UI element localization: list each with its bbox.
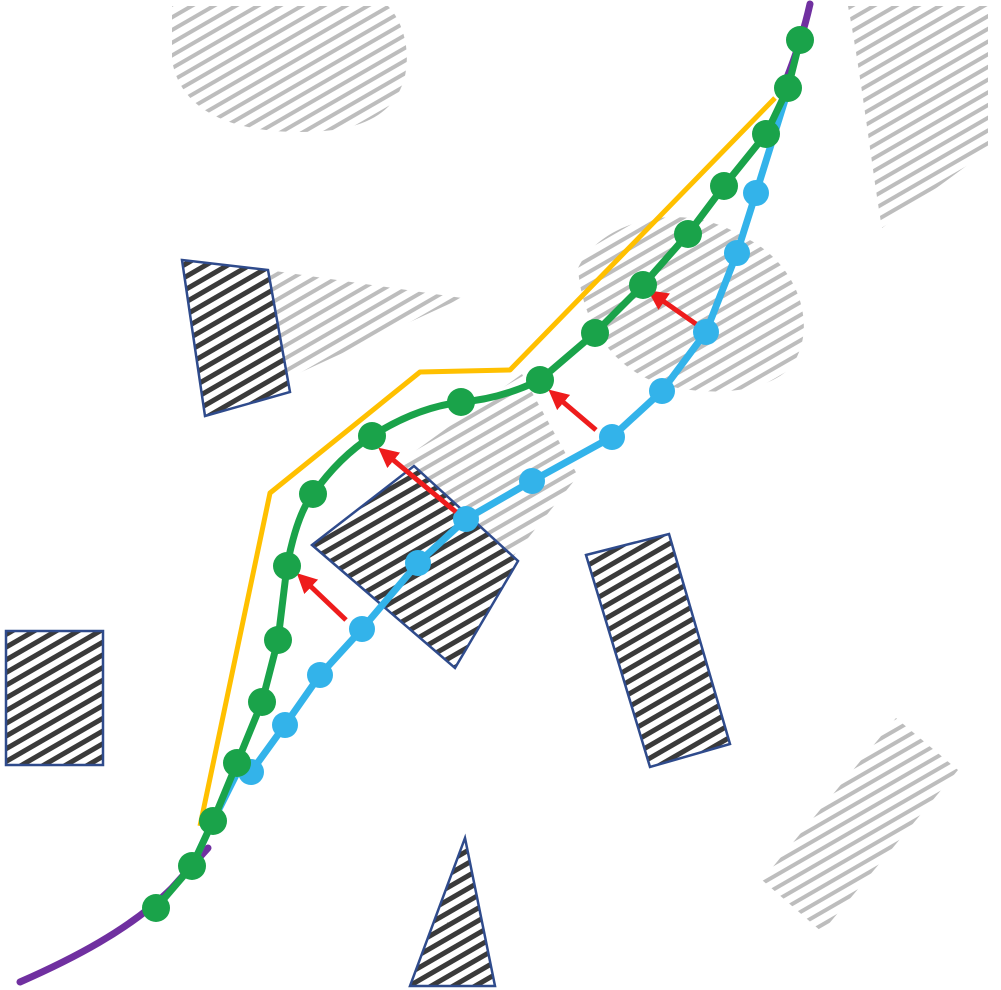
initial-waypoint <box>599 424 625 450</box>
optimized-waypoint <box>178 852 206 880</box>
obstacle-trapezoid-left <box>180 258 292 418</box>
inflated-strip-bottom-right <box>762 718 958 932</box>
obstacle-rect-left-edge <box>4 629 105 767</box>
initial-waypoint <box>272 712 298 738</box>
inflated-regions <box>172 6 988 932</box>
optimized-waypoint <box>674 220 702 248</box>
optimized-waypoint <box>526 366 554 394</box>
optimized-waypoint <box>199 807 227 835</box>
corridor-path <box>197 96 777 827</box>
initial-waypoint <box>649 378 675 404</box>
push-arrow <box>296 573 348 622</box>
optimized-waypoint <box>752 120 780 148</box>
optimized-path-group <box>142 26 814 922</box>
initial-waypoint <box>519 468 545 494</box>
optimized-waypoint <box>447 388 475 416</box>
inflated-triangle-top-right <box>848 6 988 228</box>
optimized-waypoint <box>786 26 814 54</box>
optimized-waypoint <box>581 319 609 347</box>
optimized-waypoint <box>774 74 802 102</box>
optimized-waypoint <box>710 172 738 200</box>
inflated-band-center <box>400 374 578 558</box>
optimized-path-points <box>142 26 814 922</box>
obstacle-triangle-bottom <box>408 833 497 988</box>
initial-waypoint <box>349 616 375 642</box>
initial-waypoint <box>405 550 431 576</box>
initial-path-group <box>188 98 789 868</box>
initial-waypoint <box>693 319 719 345</box>
obstacle-rect-right-tilted <box>584 532 732 769</box>
push-arrows <box>296 290 698 622</box>
optimized-waypoint <box>629 271 657 299</box>
inflated-wedge-left <box>268 270 462 380</box>
initial-waypoint <box>453 506 479 532</box>
initial-waypoint <box>307 662 333 688</box>
push-arrow <box>647 290 698 327</box>
optimized-waypoint <box>223 749 251 777</box>
inflated-blob-top <box>172 6 407 132</box>
optimized-waypoint <box>264 626 292 654</box>
push-arrow <box>548 389 598 432</box>
initial-waypoint <box>743 180 769 206</box>
push-arrow <box>378 447 458 514</box>
initial-path-points <box>238 180 769 785</box>
optimized-waypoint <box>299 480 327 508</box>
optimized-waypoint <box>248 688 276 716</box>
initial-waypoint <box>724 240 750 266</box>
optimized-waypoint <box>273 552 301 580</box>
optimized-waypoint <box>142 894 170 922</box>
optimized-waypoint <box>358 422 386 450</box>
